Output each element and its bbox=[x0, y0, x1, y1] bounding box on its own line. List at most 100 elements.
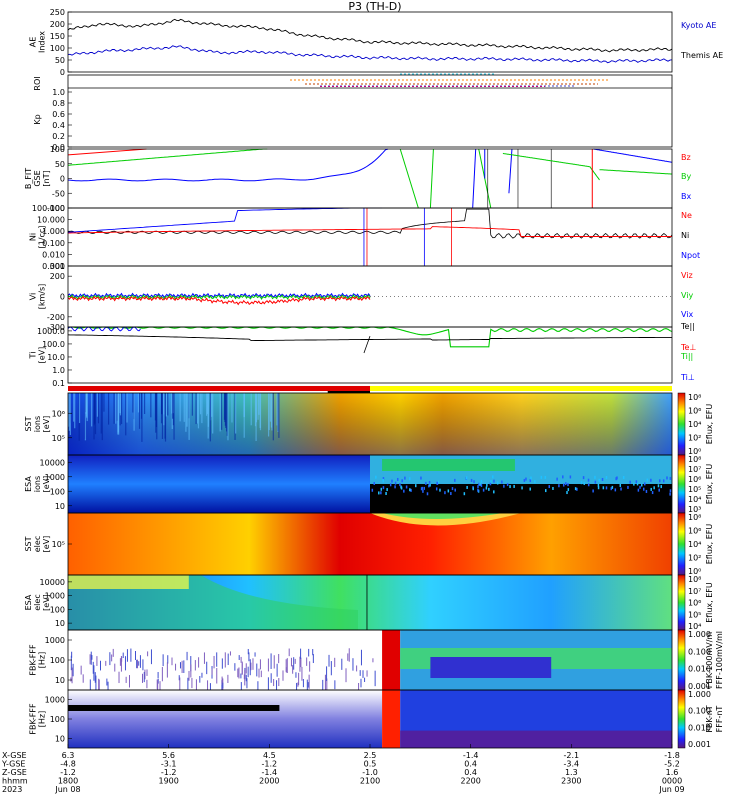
legend-bz: Bz bbox=[681, 153, 691, 162]
time-axis-value: -1.2 bbox=[161, 768, 177, 777]
sst-ion-stripe bbox=[117, 393, 119, 435]
esa-ion-noise bbox=[436, 481, 438, 485]
fbk-e-dot bbox=[171, 657, 173, 666]
fbk-e-dot bbox=[358, 682, 360, 692]
svg-text:AE: AE bbox=[29, 37, 38, 48]
esa-elec-colorbar-label: Eflux, EFU bbox=[705, 582, 714, 623]
fbk-e-dot bbox=[130, 648, 132, 662]
ae-tick-label: 100 bbox=[50, 44, 65, 53]
fbk-e-dot bbox=[80, 665, 82, 675]
esa-ion-noise bbox=[465, 476, 468, 480]
esa-ion-noise bbox=[594, 480, 597, 484]
sst-ion-stripe bbox=[94, 393, 97, 435]
density-panel-frame bbox=[67, 207, 673, 267]
fbk-e-dot bbox=[134, 650, 136, 661]
esa-ion-noise bbox=[601, 477, 604, 481]
fbk-e-dot bbox=[348, 648, 350, 662]
fbk-e-dot bbox=[308, 674, 310, 689]
fbk-e-dot bbox=[276, 663, 278, 677]
fbk-e-ylabel: FBK-FFF [Hz] bbox=[29, 644, 47, 676]
esa-ion-noise bbox=[428, 484, 430, 488]
density-ylabel: Ni [1/cc] bbox=[29, 226, 47, 249]
sst-ion-stripe bbox=[185, 393, 187, 432]
time-axis-value: 2000 bbox=[259, 777, 279, 786]
fbk-e-dot bbox=[372, 658, 374, 663]
velocity-line bbox=[67, 295, 371, 306]
esa-ion-noise bbox=[394, 481, 397, 485]
sst-ion-stripe bbox=[195, 393, 197, 425]
esa-ion-colorbar-tick: 10⁴ bbox=[688, 495, 701, 504]
fbk-e-dot bbox=[138, 661, 140, 666]
fbk-e-dot bbox=[285, 667, 287, 673]
sst-ion-stripe bbox=[212, 393, 214, 434]
fbk-b-colorbar-tick: 0.001 bbox=[688, 740, 711, 749]
fbk-b-colorbar-label: FBK-nT bbox=[705, 705, 714, 732]
sst-ion-stripe bbox=[137, 393, 140, 413]
esa-elec-colorbar-tick: 10⁵ bbox=[688, 610, 701, 619]
sst-ion-tick-label: 10⁶ bbox=[52, 409, 65, 418]
fbk-e-dot bbox=[136, 659, 138, 669]
sst-ion-stripe bbox=[161, 393, 164, 439]
sst-ion-stripe bbox=[221, 393, 223, 430]
velocity-tick-label: 0 bbox=[60, 293, 65, 302]
fbk-e-dot bbox=[167, 655, 169, 664]
fbk-e-dot bbox=[245, 674, 247, 682]
sst-ion-stripe bbox=[165, 393, 168, 417]
fbk-e-dot bbox=[312, 654, 314, 664]
fbk-e-dot bbox=[191, 677, 193, 689]
sst-ion-stripe bbox=[243, 393, 245, 418]
esa-elec-tick-label: 10 bbox=[55, 619, 65, 628]
svg-text:ions: ions bbox=[33, 416, 42, 432]
fbk-e-dot bbox=[72, 663, 74, 677]
fbk-e-dot bbox=[227, 674, 229, 683]
fbk-e-dot bbox=[162, 654, 164, 667]
sst-ion-stripe bbox=[259, 393, 262, 431]
fbk-e-dot bbox=[238, 667, 240, 679]
esa-ion-noise bbox=[576, 487, 578, 491]
sst-ion-stripe bbox=[267, 393, 270, 437]
fbk-e-dot bbox=[71, 667, 73, 684]
fbk-e-dot bbox=[297, 682, 299, 687]
fbk-e-dot bbox=[301, 666, 303, 681]
fbk-e-dot bbox=[267, 677, 269, 690]
ni-line bbox=[67, 208, 673, 239]
temperature-tick-label: 1.0 bbox=[52, 366, 65, 375]
fbk-e-dot bbox=[273, 678, 275, 687]
esa-ion-noise bbox=[556, 477, 558, 481]
esa-ion-noise bbox=[605, 475, 608, 479]
sst-ion-stripe bbox=[126, 393, 128, 423]
sst-ion-stripe bbox=[255, 393, 257, 423]
te-par-line bbox=[67, 334, 672, 342]
mode-bar-slow bbox=[370, 386, 672, 391]
fbk-b-colorbar-tick: 0.010 bbox=[688, 723, 711, 732]
fbk-e-dot bbox=[106, 678, 108, 686]
esa-ion-noise bbox=[622, 475, 625, 479]
esa-ion-noise bbox=[583, 481, 585, 485]
esa-ion-noise bbox=[615, 477, 617, 481]
esa-ion-noise bbox=[503, 484, 505, 488]
fbk-e-dot bbox=[70, 677, 72, 682]
sst-ion-stripe bbox=[138, 393, 141, 429]
esa-ion-noise bbox=[660, 485, 662, 489]
esa-ion-noise bbox=[401, 479, 403, 483]
time-axis-row-label: 2023 bbox=[2, 785, 22, 794]
time-axis-value: 4.5 bbox=[263, 751, 276, 760]
fbk-e-dot bbox=[224, 652, 226, 668]
fbk-e-dot bbox=[254, 652, 256, 657]
fbk-e-dot bbox=[252, 658, 254, 670]
esa-ion-noise bbox=[534, 480, 536, 484]
esa-ion-noise bbox=[486, 483, 488, 487]
esa-ion-noise bbox=[598, 478, 600, 482]
esa-ion-noise bbox=[447, 489, 450, 493]
fbk-e-dot bbox=[257, 681, 259, 697]
time-axis-row-label: Y-GSE bbox=[1, 760, 25, 769]
esa-ion-noise bbox=[567, 483, 569, 487]
kp-tick-label: 0.0 bbox=[52, 143, 65, 152]
fbk-e-dot bbox=[345, 668, 347, 683]
esa-ion-noise bbox=[493, 490, 495, 494]
esa-ion-ylabel: ESA ions [eV] bbox=[24, 476, 51, 493]
time-axis-value: 2100 bbox=[360, 777, 380, 786]
fbk-e-dot bbox=[179, 662, 181, 669]
esa-ion-noise bbox=[644, 482, 646, 486]
esa-elec-colorbar-tick: 10⁸ bbox=[688, 575, 701, 584]
